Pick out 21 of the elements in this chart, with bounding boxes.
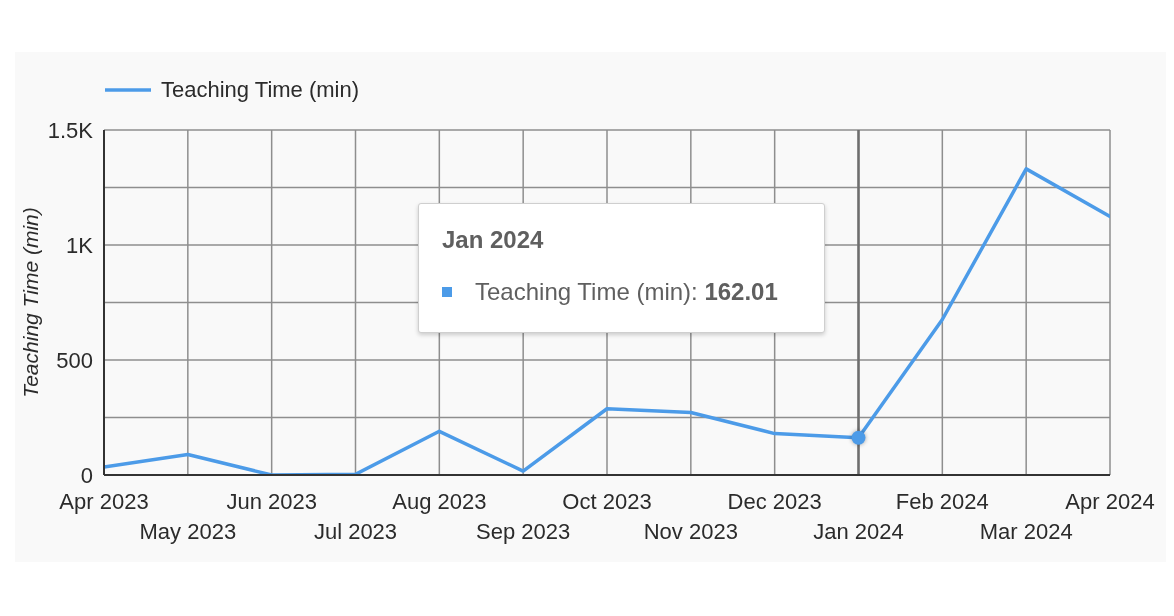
y-tick-label: 500 [56, 347, 93, 373]
x-tick-label: Jan 2024 [813, 519, 904, 544]
tooltip-card: Jan 2024 Teaching Time (min): 162.01 [418, 203, 825, 333]
y-axis-title: Teaching Time (min) [18, 207, 42, 398]
annotation: Jan 2024 Teaching Time (min): 162.01 [442, 226, 778, 306]
x-tick-label: May 2023 [139, 519, 237, 544]
x-tick-label: Apr 2024 [1065, 489, 1155, 514]
x-tick-label: Jun 2023 [226, 489, 317, 514]
x-tick-label: Feb 2024 [895, 489, 989, 514]
x-tick-label: Apr 2023 [59, 489, 149, 514]
y-tick-label: 1.5K [47, 117, 94, 143]
x-tick-label: Nov 2023 [643, 519, 738, 544]
x-tick-label: Oct 2023 [562, 489, 652, 514]
y-tick-label: 1K [66, 232, 94, 258]
x-tick-label: Mar 2024 [979, 519, 1073, 544]
x-tick-label: Dec 2023 [727, 489, 822, 514]
x-tick-label: Sep 2023 [476, 519, 571, 544]
legend-label: Teaching Time (min) [161, 77, 360, 103]
y-tick-label: 0 [80, 462, 93, 488]
x-tick-label: Jul 2023 [313, 519, 398, 544]
x-tick-label: Aug 2023 [392, 489, 487, 514]
